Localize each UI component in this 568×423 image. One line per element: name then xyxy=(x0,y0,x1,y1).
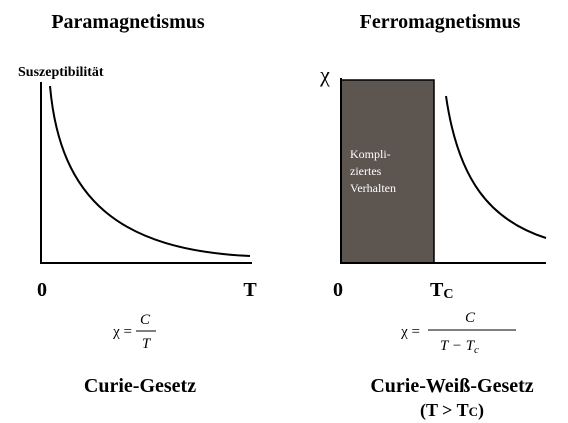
law-name: Curie-Gesetz xyxy=(84,375,196,397)
complex-region xyxy=(340,79,435,264)
panel-title: Ferromagnetismus xyxy=(360,11,521,33)
curve xyxy=(49,85,251,257)
y-axis-label: χ xyxy=(319,62,330,87)
formula-lhs: χ = xyxy=(400,324,420,340)
y-axis-label: Suszeptibilität xyxy=(18,65,104,80)
x-axis-label: TC xyxy=(430,279,453,302)
origin-label: 0 xyxy=(333,279,343,301)
origin-label: 0 xyxy=(37,279,47,301)
label-main: T xyxy=(430,279,444,301)
panel-title: Paramagnetismus xyxy=(51,11,205,33)
region-label: ziertes xyxy=(350,164,382,178)
formula-numerator: C xyxy=(140,312,151,328)
formula-denominator: T − Tc xyxy=(440,338,479,356)
x-axis-label: T xyxy=(243,279,257,301)
formula-denominator: T xyxy=(142,336,152,352)
condition-sub: C xyxy=(469,404,478,419)
region-label: Verhalten xyxy=(350,181,396,195)
condition-pre: (T > T xyxy=(420,400,469,421)
region-label: Kompli- xyxy=(350,147,391,161)
condition: (T > TC) xyxy=(420,400,484,421)
ferromagnetism-panel: Ferromagnetismus χ Kompli- ziertes Verha… xyxy=(319,11,547,421)
condition-post: ) xyxy=(478,400,484,421)
denominator-main: T − T xyxy=(440,338,476,354)
formula-lhs: χ = xyxy=(112,324,132,340)
curve xyxy=(445,95,547,239)
formula-numerator: C xyxy=(465,310,476,326)
label-sub: C xyxy=(443,287,453,302)
law-name: Curie-Weiß-Gesetz xyxy=(370,375,533,397)
paramagnetism-panel: Paramagnetismus Suszeptibilität 0 T χ = … xyxy=(18,11,257,397)
denominator-sub: c xyxy=(474,344,479,356)
